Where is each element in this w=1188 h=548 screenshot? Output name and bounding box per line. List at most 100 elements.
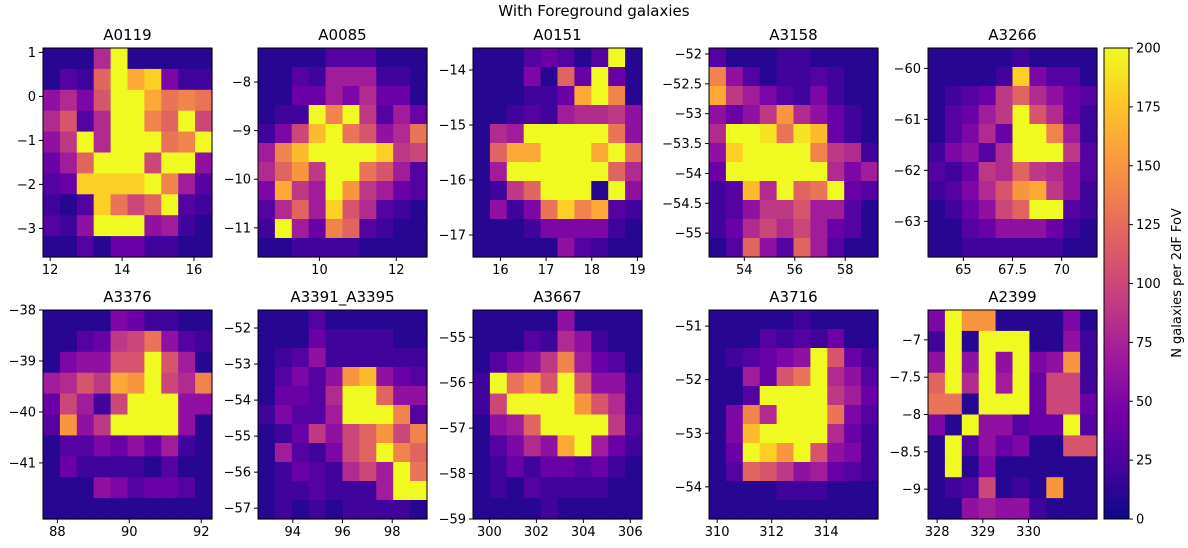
heatmap-cell [810,181,828,201]
heatmap-cell [359,348,377,368]
heatmap-cell [540,414,559,436]
heatmap-cell [473,124,491,144]
heatmap-cell [393,386,411,406]
heatmap-cell [574,456,592,478]
heatmap-cell [43,351,61,374]
x-tick-label: 16 [186,263,203,278]
heatmap-cell [410,86,428,106]
heatmap-cell [742,143,761,163]
heatmap-cell [1046,351,1064,374]
heatmap-cell [59,194,78,216]
heatmap-cell [144,236,162,258]
heatmap-cell [76,68,95,91]
heatmap-cell [195,89,213,112]
heatmap-cell [540,105,559,125]
heatmap-cell [1029,238,1047,258]
heatmap-cell [523,498,542,520]
heatmap-cell [393,200,411,220]
heatmap-cell [161,194,179,216]
heatmap-cell [540,477,559,499]
heatmap-cell [742,424,761,444]
heatmap-cell [557,456,575,478]
heatmap-cell [928,181,946,201]
heatmap-cell [161,372,179,395]
heatmap-cell [110,131,129,154]
heatmap-cell [1029,456,1047,478]
heatmap-cell [1012,477,1030,499]
heatmap-cell [928,124,946,144]
heatmap-cell [827,310,845,330]
heatmap-cell [93,330,112,353]
heatmap-cell [827,462,845,482]
heatmap-cell [1080,456,1098,478]
heatmap-cell [127,456,145,478]
heatmap-cell [557,477,575,499]
heatmap-cell [144,89,162,112]
heatmap-cell [144,351,162,374]
heatmap-cell [274,238,293,258]
heatmap-cell [110,173,129,195]
heatmap-cell [127,236,145,258]
heatmap-cell [410,105,428,125]
x-tick-label: 306 [618,525,643,540]
heatmap-cell [258,462,276,482]
heatmap-cell [359,443,377,463]
heatmap-cell [1029,498,1047,520]
colorbar-tick-label: 50 [1136,395,1153,410]
heatmap-cell [359,105,377,125]
heatmap-cell [1080,477,1098,499]
heatmap-cell [110,89,129,112]
heatmap-cell [793,481,811,501]
heatmap-cell [291,348,310,368]
heatmap-cell [725,181,744,201]
heatmap-cell [827,181,845,201]
heatmap-cell [540,435,559,457]
y-tick-label: −9 [902,483,921,498]
heatmap-cell [523,67,542,87]
heatmap-cell [291,367,310,387]
heatmap-cell [928,143,946,163]
heatmap-cell [178,351,196,374]
heatmap-cell [759,424,778,444]
heatmap-cell [506,498,525,520]
heatmap-cell [308,181,327,201]
heatmap-cell [793,67,811,87]
heatmap-cell [127,89,145,112]
heatmap-cell [995,498,1014,520]
heatmap-cell [861,219,879,239]
heatmap-cell [827,124,845,144]
heatmap-cell [591,351,609,374]
heatmap-cell [574,477,592,499]
heatmap-cell [342,67,360,87]
colorbar-ticks: 0 25 50 75 100 125 150 175 200 [1129,42,1161,528]
heatmap-cell [59,330,78,353]
heatmap-cell [291,86,310,106]
heatmap-cell [489,143,508,163]
x-tick-label: 18 [583,263,600,278]
heatmap-cell [110,456,129,478]
heatmap-cell [776,310,795,330]
heatmap-cell [410,162,428,182]
heatmap-cell [861,86,879,106]
heatmap-cell [359,310,377,330]
heatmap-cell [258,424,276,444]
heatmap-cell [995,200,1014,220]
heatmap-cell [1012,330,1030,353]
heatmap-cell [110,110,129,133]
heatmap-cell [393,238,411,258]
heatmap-cell [557,310,575,332]
heatmap-cell [776,367,795,387]
heatmap-panel: A3391_A3395 94 96 98 −52 −53 −54 −55 −56 −57 [224,288,428,540]
heatmap-cell [861,443,879,463]
heatmap-cell [1012,200,1030,220]
heatmap-cell [776,48,795,68]
heatmap-cell [557,219,575,239]
heatmap-cell [342,443,360,463]
heatmap-cell [861,162,879,182]
heatmap-cell [291,219,310,239]
heatmap-cell [127,477,145,499]
heatmap-cell [810,405,828,425]
heatmap-cell [844,124,862,144]
heatmap-cell [291,310,310,330]
heatmap-cell [506,477,525,499]
